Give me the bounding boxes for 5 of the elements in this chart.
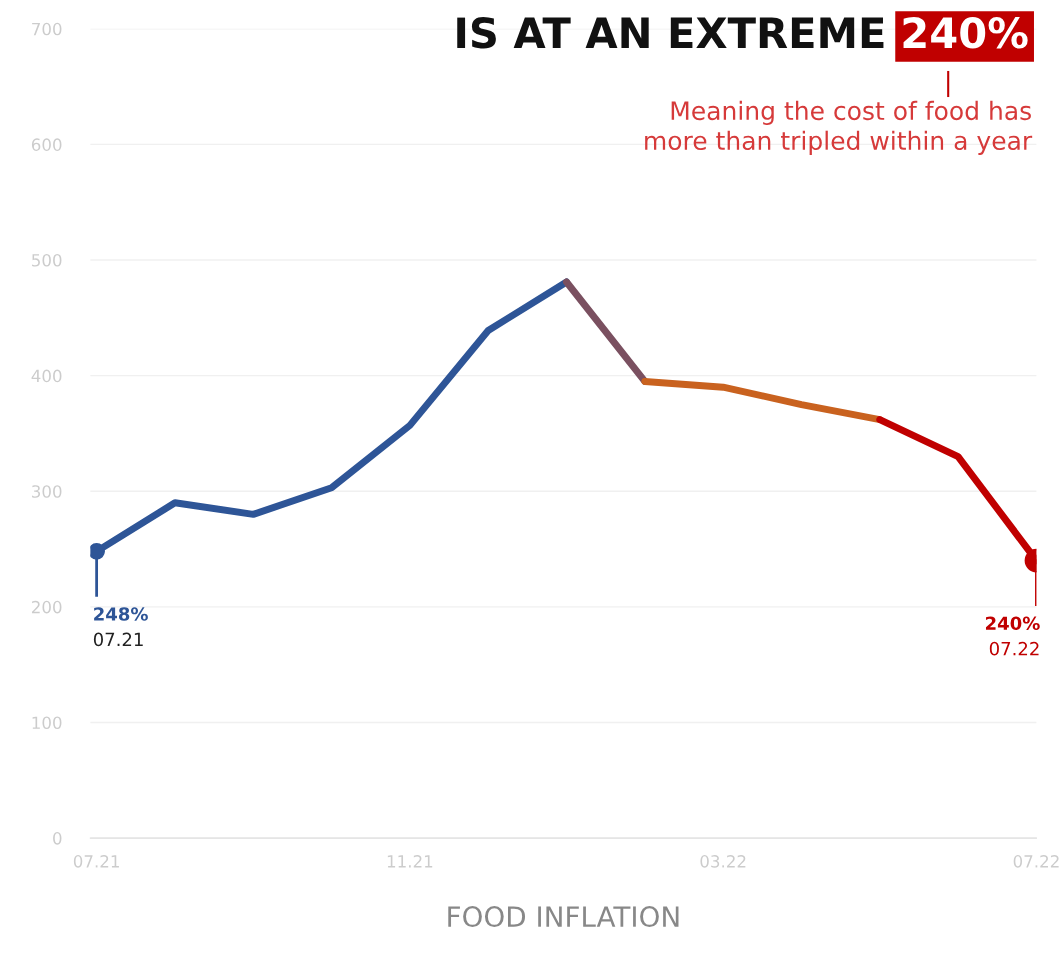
chart-title: IS AT AN EXTREME 240% bbox=[457, 17, 1028, 49]
x-axis-title: FOOD INFLATION bbox=[448, 906, 679, 928]
annotation: 240% 07.22 bbox=[985, 616, 1040, 656]
annotation: 248% 07.21 bbox=[93, 607, 148, 647]
annotation: Meaning the cost of food has more than tripled within a year bbox=[645, 100, 1033, 155]
